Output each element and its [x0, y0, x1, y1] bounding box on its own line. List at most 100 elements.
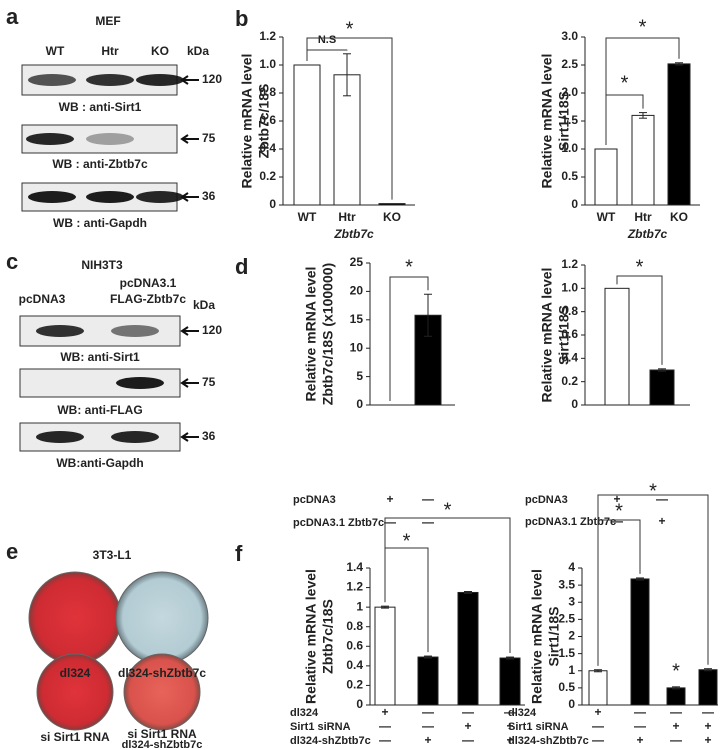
condition-name: dl324 [508, 707, 537, 719]
y-tick-label: 0.6 [346, 638, 363, 652]
marker-arrow [180, 378, 199, 388]
error-bar [343, 53, 351, 97]
y-tick-label: 0.6 [561, 327, 578, 341]
lane-label: KO [151, 44, 169, 58]
plate [36, 653, 114, 731]
marker-arrow [180, 134, 199, 144]
x-axis-label: Zbtb7c [627, 227, 668, 241]
unit-label: kDa [187, 44, 209, 58]
y-tick-label: 0 [571, 197, 578, 211]
band [86, 74, 134, 86]
y-tick-label: 20 [350, 284, 364, 298]
condition-value: — [422, 515, 434, 529]
y-tick-label: 0.4 [259, 141, 276, 155]
y-tick-label: 10 [350, 340, 364, 354]
y-tick-label: 1.5 [558, 646, 575, 660]
error-bar [658, 368, 666, 372]
error-bar [381, 605, 389, 609]
error-bar [636, 577, 644, 581]
bracket [605, 94, 644, 145]
panel-letter: e [6, 539, 18, 564]
x-axis-label: Zbtb7c [333, 227, 374, 241]
marker-label: 36 [202, 429, 216, 443]
error-bar [506, 656, 514, 660]
y-tick-label: 0.5 [558, 680, 575, 694]
y-tick-label: 1.0 [561, 281, 578, 295]
bar [630, 578, 650, 706]
bar [333, 74, 361, 206]
condition-name: Sirt1 siRNA [508, 721, 569, 733]
blot-label: WB: anti-FLAG [57, 403, 142, 417]
y-tick-label: 1.0 [259, 57, 276, 71]
y-axis-label: Zbtb7c/18S [320, 599, 336, 674]
annotation: * [346, 18, 354, 40]
error-bar [704, 668, 712, 672]
unit-label: kDa [193, 298, 215, 312]
y-tick-label: 2.5 [558, 612, 575, 626]
y-axis-label: Zbtb7c/18S [256, 84, 272, 159]
y-tick-label: 0 [568, 697, 575, 711]
y-axis-label: Relative mRNA level [539, 268, 555, 403]
bar [293, 64, 321, 206]
condition-name: pcDNA3.1 Zbtb7c [293, 517, 384, 529]
panel-title: NIH3T3 [81, 258, 123, 272]
x-tick-label: Htr [634, 210, 652, 224]
condition-value: — [702, 705, 714, 719]
bar [698, 669, 718, 706]
band [111, 325, 159, 337]
bar [594, 148, 618, 206]
bar [667, 63, 691, 206]
panel-letter: a [6, 4, 19, 29]
error-bar [672, 686, 680, 690]
bar [604, 287, 630, 406]
blot-label: WB : anti-Gapdh [53, 216, 147, 230]
condition-value: + [594, 705, 601, 719]
panel-letter: b [235, 6, 248, 31]
y-tick-label: 1.5 [561, 113, 578, 127]
condition-value: + [424, 733, 431, 747]
y-tick-label: 0.8 [259, 85, 276, 99]
plate-label: dl324 [60, 666, 91, 680]
annotation: * [649, 480, 657, 502]
annotation: * [444, 499, 452, 521]
bracket [384, 517, 511, 654]
x-tick-label: KO [670, 210, 688, 224]
plate-label: dl324-shZbtb7c [118, 666, 206, 680]
band [86, 191, 134, 203]
y-tick-label: 3.5 [558, 577, 575, 591]
y-tick-label: 0.2 [561, 374, 578, 388]
bar [631, 114, 655, 206]
marker-label: 120 [202, 323, 222, 337]
panel-letter: f [235, 541, 243, 566]
y-tick-label: 0.8 [346, 619, 363, 633]
blot-label: WB : anti-Zbtb7c [52, 157, 148, 171]
band [26, 133, 74, 145]
y-tick-label: 2 [568, 629, 575, 643]
condition-name: dl324-shZbtb7c [508, 735, 589, 747]
blot-label: WB: anti-Sirt1 [60, 350, 140, 364]
y-tick-label: 1 [568, 663, 575, 677]
condition-value: — [592, 733, 604, 747]
condition-value: — [634, 719, 646, 733]
condition-value: + [506, 719, 513, 733]
y-tick-label: 0.6 [259, 113, 276, 127]
band [28, 74, 76, 86]
condition-name: pcDNA3 [293, 494, 336, 506]
band [36, 325, 84, 337]
bracket [306, 37, 393, 200]
y-tick-label: 0.2 [346, 678, 363, 692]
condition-value: — [634, 705, 646, 719]
error-bar [675, 62, 683, 66]
y-tick-label: 0 [571, 397, 578, 411]
condition-value: + [464, 719, 471, 733]
condition-value: — [670, 705, 682, 719]
blot-label: WB : anti-Sirt1 [59, 100, 142, 114]
y-axis-label: Relative mRNA level [239, 54, 255, 189]
condition-value: + [386, 492, 393, 506]
panel-letter: d [235, 254, 248, 279]
bar [378, 203, 406, 206]
y-tick-label: 3 [568, 594, 575, 608]
plate-label: si Sirt1 RNA [127, 727, 197, 741]
plate [28, 571, 122, 665]
condition-name: Sirt1 siRNA [290, 721, 351, 733]
